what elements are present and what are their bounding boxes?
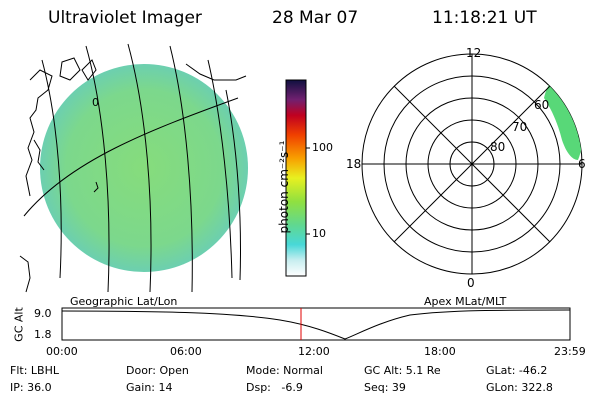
- info-glat: GLat: -46.2: [486, 364, 548, 377]
- polar-panel-caption: Apex MLat/MLT: [424, 295, 507, 308]
- info-mode: Mode: Normal: [246, 364, 323, 377]
- info-gc-alt: GC Alt: 5.1 Re: [364, 364, 441, 377]
- mlt-label-18: 18: [346, 157, 362, 171]
- alt-xtick-1800: 18:00: [424, 345, 456, 358]
- earth-image: 0: [19, 43, 248, 293]
- earth-panel-caption: Geographic Lat/Lon: [70, 295, 178, 308]
- colorbar-unit-label: photon cm⁻²s⁻¹: [277, 140, 291, 234]
- colorbar-tick-100: 100: [312, 141, 333, 154]
- instrument-title: Ultraviolet Imager: [48, 8, 202, 28]
- alt-ytick-9: 9.0: [34, 307, 52, 320]
- alt-ytick-1-8: 1.8: [34, 328, 52, 341]
- time-label: 11:18:21 UT: [432, 8, 537, 28]
- longitude-grid: [41, 43, 241, 293]
- alt-xtick-0000: 00:00: [46, 345, 78, 358]
- colorbar: [285, 79, 307, 277]
- info-door: Door: Open: [126, 364, 189, 377]
- colorbar-tick-10: 10: [312, 227, 326, 240]
- latitude-grid: [23, 97, 239, 217]
- polar-plot: [361, 53, 583, 275]
- alt-xtick-1200: 12:00: [298, 345, 330, 358]
- earth-disk: [40, 64, 248, 272]
- colorbar-ticks: [306, 147, 310, 235]
- grid-marker-0: 0: [92, 96, 99, 109]
- mlat-label-80: 80: [490, 140, 506, 154]
- info-gain: Gain: 14: [126, 381, 173, 394]
- mlt-label-6: 6: [578, 157, 586, 171]
- date-label: 28 Mar 07: [272, 8, 359, 28]
- coastlines: [19, 57, 247, 293]
- info-seq: Seq: 39: [364, 381, 406, 394]
- alt-xtick-0600: 06:00: [170, 345, 202, 358]
- altitude-curve: [61, 309, 571, 340]
- info-glon: GLon: 322.8: [486, 381, 553, 394]
- info-filter: Flt: LBHL: [10, 364, 59, 377]
- info-dsp: Dsp: -6.9: [246, 381, 303, 394]
- info-ip: IP: 36.0: [10, 381, 52, 394]
- mlat-label-70: 70: [512, 120, 528, 134]
- mlt-label-0: 0: [467, 276, 475, 290]
- alt-xtick-2359: 23:59: [554, 345, 586, 358]
- alt-ylabel: GC Alt: [12, 307, 26, 342]
- mlt-label-12: 12: [466, 46, 482, 60]
- altitude-plot: [61, 307, 571, 341]
- mlat-label-60: 60: [534, 98, 550, 112]
